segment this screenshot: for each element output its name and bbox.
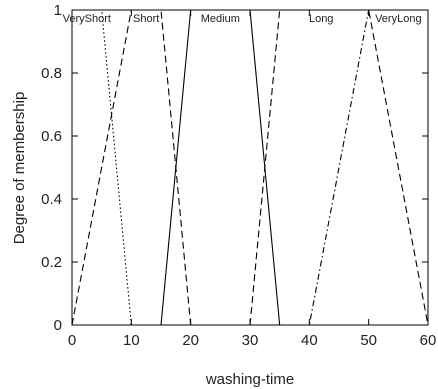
x-tick-label: 60	[420, 332, 437, 349]
series-label-verylong: VeryLong	[375, 13, 421, 25]
y-tick-label: 0.6	[41, 128, 62, 145]
y-tick-label: 0	[54, 317, 62, 334]
x-axis-title: washing-time	[205, 371, 294, 388]
y-axis-title: Degree of membership	[11, 92, 28, 245]
series-line-long	[249, 9, 429, 326]
series-layer	[71, 9, 429, 326]
x-tick-label: 10	[123, 332, 140, 349]
plot-frame	[71, 9, 429, 326]
y-tick-label: 0.8	[41, 65, 62, 82]
y-tick-label: 0.4	[41, 191, 62, 208]
x-tick-label: 30	[242, 332, 259, 349]
series-labels: VeryShort Short Medium Long VeryLong	[63, 13, 422, 25]
x-axis-ticks: 0 10 20 30 40 50 60	[68, 10, 437, 349]
x-tick-label: 40	[301, 332, 318, 349]
series-line-veryshort	[72, 9, 428, 326]
y-tick-label: 0.2	[41, 254, 62, 271]
y-axis-ticks: 0 0.2 0.4 0.6 0.8 1	[41, 2, 428, 334]
x-tick-label: 20	[182, 332, 199, 349]
series-label-medium: Medium	[201, 13, 240, 25]
series-label-short: Short	[133, 13, 159, 25]
x-tick-label: 0	[68, 332, 76, 349]
x-tick-label: 50	[360, 332, 377, 349]
series-line-medium	[160, 9, 281, 326]
series-line-short	[71, 9, 192, 326]
series-label-veryshort: VeryShort	[63, 13, 111, 25]
series-label-long: Long	[309, 13, 333, 25]
series-line-verylong	[72, 9, 428, 326]
y-tick-label: 1	[54, 2, 62, 19]
